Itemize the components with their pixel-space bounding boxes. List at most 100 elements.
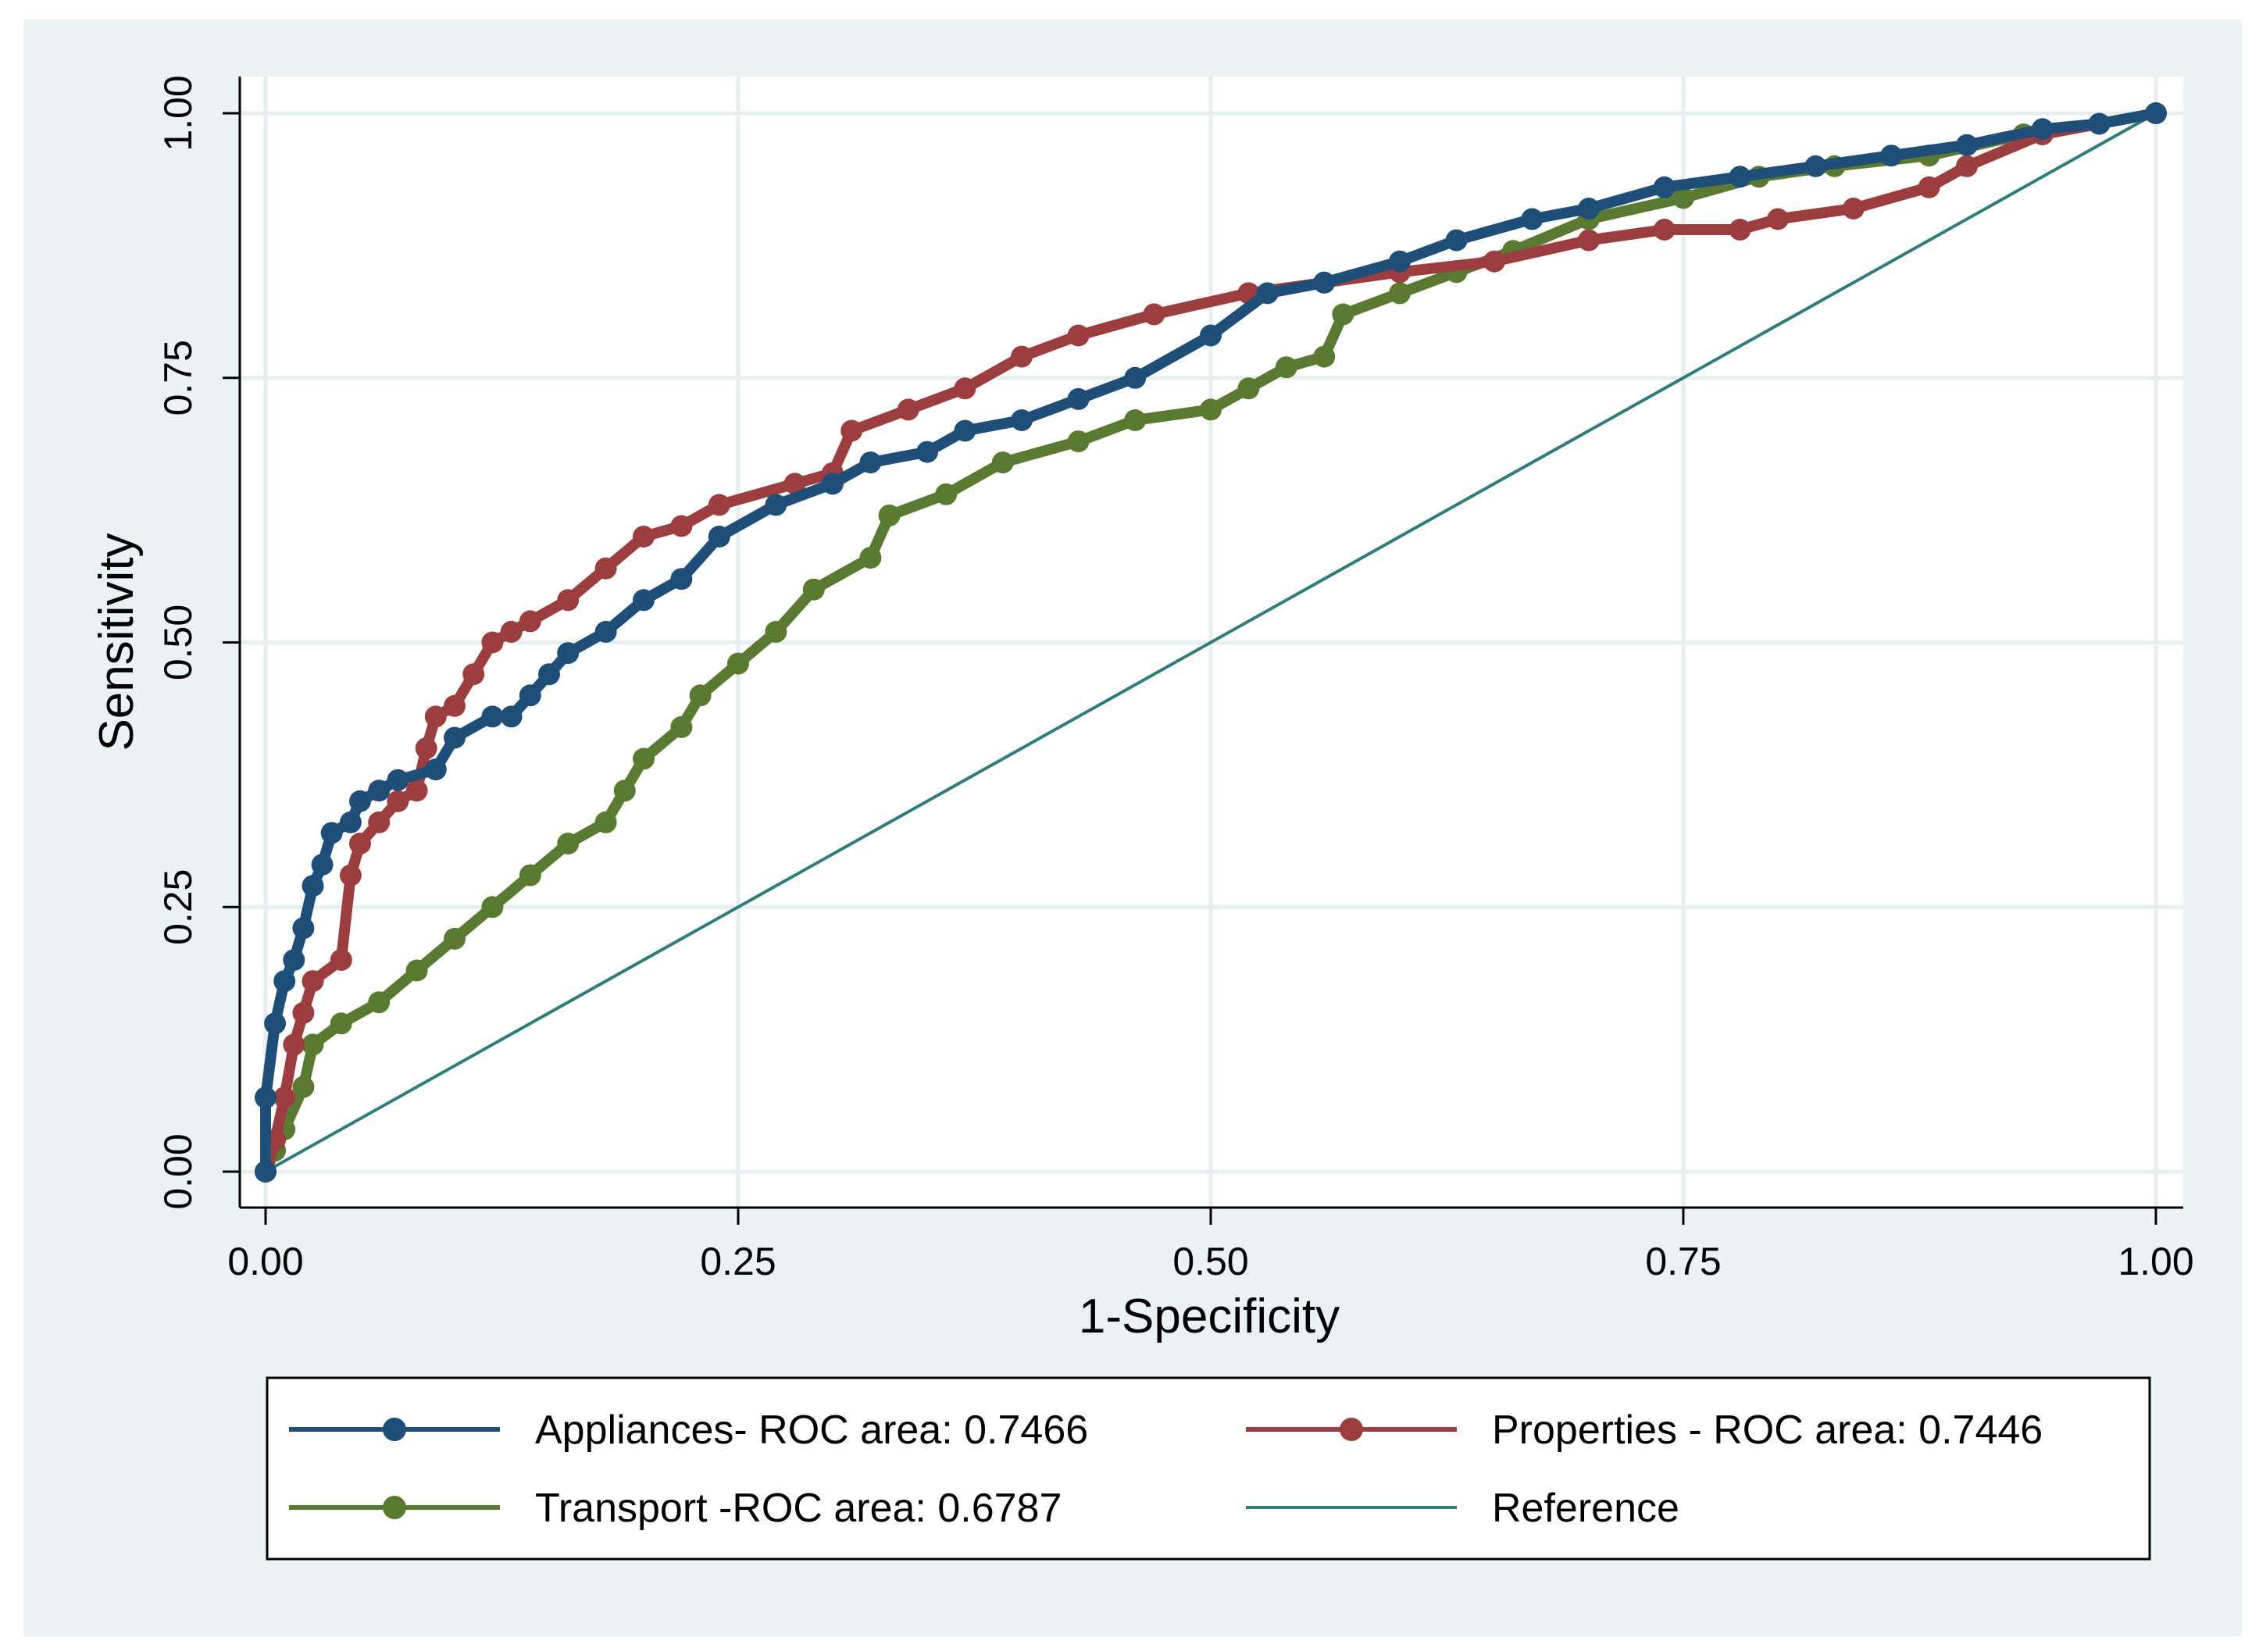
- series-0-point-32: [1200, 324, 1222, 347]
- series-0-point-17: [519, 684, 541, 707]
- legend-marker-1: [1340, 1418, 1363, 1441]
- y-tick-label-3: 0.75: [156, 340, 200, 416]
- series-2-point-12: [594, 811, 617, 833]
- series-0-point-25: [822, 473, 844, 495]
- series-2-point-20: [859, 547, 882, 569]
- legend-label-1: Properties - ROC area: 0.7446: [1492, 1408, 2043, 1453]
- series-0-point-15: [481, 705, 504, 728]
- series-1-point-20: [594, 557, 617, 580]
- y-tick-label-2: 0.50: [156, 605, 200, 680]
- series-1-point-38: [1729, 219, 1751, 241]
- series-1-point-28: [954, 377, 976, 400]
- y-tick-label-0: 0.00: [156, 1133, 200, 1209]
- series-2-point-16: [689, 684, 712, 707]
- series-0: [255, 102, 2167, 1183]
- series-1-point-42: [1956, 155, 1978, 177]
- series-0-point-10: [349, 790, 371, 812]
- series-0-point-14: [444, 726, 466, 749]
- legend-label-0: Appliances- ROC area: 0.7466: [535, 1408, 1088, 1453]
- series-1-point-36: [1578, 229, 1600, 252]
- series-1-point-2: [273, 1086, 296, 1109]
- series-0-point-4: [283, 949, 305, 971]
- series-1-point-22: [670, 515, 693, 537]
- series-1-point-15: [462, 663, 485, 686]
- series-0-point-20: [594, 620, 617, 643]
- series-1-point-7: [339, 864, 362, 887]
- series-1-point-41: [1918, 176, 1940, 198]
- series-1-point-16: [481, 631, 504, 654]
- series-0-point-3: [273, 970, 296, 993]
- series-0-point-44: [2031, 118, 2054, 141]
- series-2-point-13: [613, 780, 636, 802]
- series-2-point-9: [481, 896, 504, 919]
- legend: Appliances- ROC area: 0.7466 Properties -…: [289, 1408, 2043, 1531]
- series-2-point-29: [1313, 345, 1336, 368]
- x-tick-label-4: 1.00: [2118, 1240, 2193, 1283]
- series-0-point-45: [2088, 112, 2111, 135]
- series-1-point-24: [783, 473, 806, 495]
- legend-label-2: Transport -ROC area: 0.6787: [535, 1486, 1062, 1531]
- series-0-point-38: [1578, 198, 1600, 219]
- series-2-point-7: [405, 959, 428, 982]
- series-2-point-15: [670, 715, 693, 738]
- series-0-point-37: [1521, 208, 1543, 230]
- series-0-point-5: [292, 917, 315, 940]
- series-0-point-31: [1124, 366, 1147, 389]
- x-tick-label-0: 0.00: [227, 1240, 303, 1283]
- series-1-point-39: [1767, 208, 1789, 230]
- series-1-point-21: [633, 526, 655, 548]
- series-1-point-8: [349, 833, 371, 855]
- series-2-point-8: [444, 927, 466, 950]
- series-0-point-36: [1445, 229, 1468, 252]
- series-0-point-19: [557, 642, 580, 665]
- series-1-point-31: [1143, 303, 1165, 326]
- legend-item-2: Transport -ROC area: 0.6787: [289, 1486, 1062, 1531]
- series-1-point-11: [405, 780, 428, 802]
- series-1-point-18: [519, 610, 541, 633]
- series-0-point-6: [302, 875, 324, 897]
- series-0-point-46: [2145, 102, 2167, 124]
- series-2-point-11: [557, 833, 580, 855]
- series-0-point-24: [765, 494, 787, 516]
- series-2-point-19: [802, 578, 825, 601]
- series-layer: [255, 102, 2167, 1183]
- series-1-point-3: [283, 1033, 305, 1056]
- series-1-point-6: [330, 949, 352, 971]
- x-tick-label-2: 0.50: [1172, 1240, 1248, 1283]
- series-2-point-28: [1275, 356, 1297, 379]
- series-1-point-13: [424, 705, 447, 728]
- x-axis-label: 1-Specificity: [1079, 1290, 1340, 1343]
- series-1-point-9: [368, 811, 391, 833]
- series-1-point-14: [444, 694, 466, 717]
- series-2-point-4: [302, 1033, 324, 1056]
- series-0-point-27: [916, 441, 938, 463]
- series-2-point-30: [1332, 303, 1354, 326]
- series-2-point-18: [765, 620, 787, 643]
- series-0-point-16: [500, 705, 523, 728]
- series-2-point-23: [991, 451, 1014, 474]
- series-0-point-34: [1313, 271, 1336, 294]
- series-2-point-27: [1237, 377, 1260, 400]
- series-0-point-35: [1389, 250, 1411, 273]
- series-0-point-23: [708, 526, 730, 548]
- series-0-point-26: [859, 451, 882, 474]
- series-0-point-12: [387, 769, 409, 791]
- y-tick-label-4: 1.00: [156, 75, 200, 151]
- legend-item-3: Reference: [1246, 1486, 1679, 1531]
- series-2-point-6: [368, 991, 391, 1014]
- series-1-point-4: [292, 1001, 315, 1024]
- y-axis-label: Sensitivity: [90, 533, 144, 751]
- x-ticks: 0.00 0.25 0.50 0.75 1.00: [227, 1208, 2194, 1283]
- series-1-point-5: [302, 970, 324, 993]
- series-0-point-1: [255, 1086, 277, 1109]
- series-2-point-24: [1067, 430, 1090, 453]
- series-0-point-29: [1011, 409, 1033, 431]
- series-2-point-5: [330, 1012, 352, 1035]
- series-0-point-33: [1256, 282, 1279, 305]
- legend-item-0: Appliances- ROC area: 0.7466: [289, 1408, 1088, 1453]
- series-2-point-17: [727, 652, 749, 675]
- legend-item-1: Properties - ROC area: 0.7446: [1246, 1408, 2043, 1453]
- series-0-point-2: [264, 1012, 287, 1035]
- series-2-point-22: [935, 483, 958, 505]
